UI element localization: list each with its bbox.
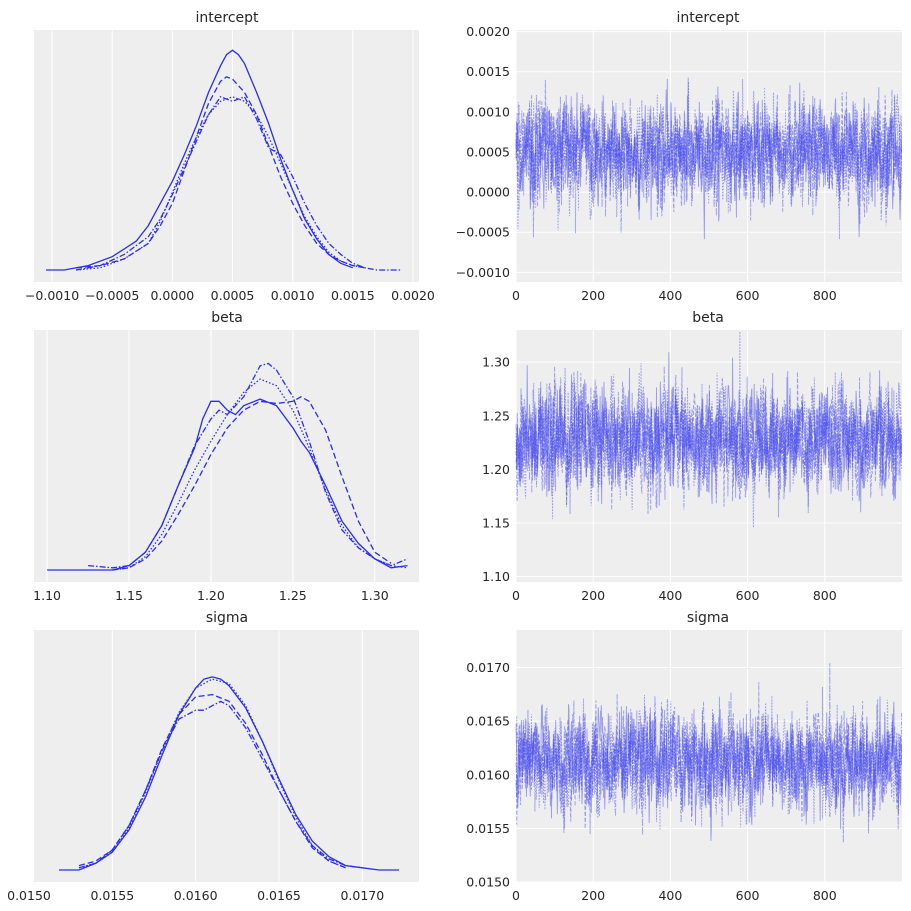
intercept-kde-plot-area	[34, 30, 419, 282]
beta-trace-x-tick-label: 400	[658, 588, 682, 603]
beta-trace-x-tick-label: 600	[736, 588, 760, 603]
sigma-kde-title: sigma	[206, 610, 248, 626]
sigma-trace-chain-3-trace	[515, 663, 903, 843]
beta-trace-y-tick-label: 1.15	[482, 516, 510, 531]
intercept-trace-y-tick-label: 0.0000	[466, 185, 510, 200]
beta-trace-y-tick-label: 1.10	[482, 569, 510, 584]
sigma-trace-x-tick-label: 0	[512, 888, 520, 903]
sigma-kde-chain-3-line	[78, 700, 363, 869]
sigma-kde-x-tick-label: 0.0160	[174, 888, 218, 903]
beta-trace-x-tick-label: 200	[581, 588, 605, 603]
sigma-trace-x-tick-label: 400	[658, 888, 682, 903]
intercept-trace-y-tick-label: 0.0005	[466, 144, 510, 159]
beta-kde-chain-1-line	[112, 396, 392, 571]
sigma-kde-x-tick-label: 0.0155	[90, 888, 134, 903]
beta-trace-y-tick-label: 1.20	[482, 462, 510, 477]
intercept-kde-x-tick-label: 0.0010	[271, 288, 315, 303]
intercept-kde-x-tick-label: 0.0020	[391, 288, 435, 303]
beta-trace-panel: beta 0 200 400 600 800 1.10 1.15 1.20 1.25 1.30	[482, 310, 903, 603]
intercept-trace-y-tick-label: 0.0015	[466, 64, 510, 79]
sigma-trace-x-tick-label: 600	[736, 888, 760, 903]
intercept-kde-x-tick-label: 0.0015	[331, 288, 375, 303]
beta-kde-chain-2-line	[112, 378, 408, 571]
beta-trace-x-tick-label: 0	[512, 588, 520, 603]
intercept-kde-x-tick-label: −0.0010	[25, 288, 79, 303]
beta-kde-x-tick-label: 1.10	[33, 588, 61, 603]
beta-trace-x-tick-label: 800	[813, 588, 837, 603]
intercept-kde-panel: intercept −0.0010 −0.0005 0.0000 0.0005 0.00…	[25, 10, 435, 303]
sigma-kde-chain-0-line	[59, 676, 399, 871]
sigma-trace-x-tick-label: 200	[581, 888, 605, 903]
intercept-trace-x-tick-label: 600	[736, 288, 760, 303]
beta-kde-x-tick-label: 1.25	[279, 588, 307, 603]
beta-kde-x-tick-label: 1.20	[197, 588, 225, 603]
intercept-trace-title: intercept	[677, 10, 741, 26]
sigma-kde-panel: sigma 0.0150 0.0155 0.0160 0.0165 0.0170	[7, 610, 419, 903]
intercept-kde-x-tick-label: 0.0000	[150, 288, 194, 303]
beta-kde-title: beta	[211, 310, 243, 326]
intercept-trace-y-tick-label: 0.0020	[466, 24, 510, 39]
beta-kde-x-tick-label: 1.30	[361, 588, 389, 603]
intercept-trace-y-tick-label: −0.0005	[456, 225, 510, 240]
intercept-trace-x-tick-label: 0	[512, 288, 520, 303]
beta-kde-panel: beta 1.10 1.15 1.20 1.25 1.30	[33, 310, 419, 603]
sigma-kde-plot-area	[34, 630, 419, 882]
sigma-trace-y-tick-label: 0.0150	[466, 875, 510, 890]
intercept-trace-x-tick-label: 200	[581, 288, 605, 303]
intercept-trace-y-tick-label: −0.0010	[456, 265, 510, 280]
sigma-trace-panel: sigma 0 200 400 600 800 0.0150 0.0155 0.0160 0.0…	[466, 610, 903, 903]
intercept-trace-chain-3-trace	[515, 85, 903, 233]
intercept-kde-chain-1-line	[76, 76, 366, 269]
intercept-trace-x-tick-label: 800	[813, 288, 837, 303]
beta-kde-plot-area	[34, 330, 419, 582]
intercept-kde-x-tick-label: 0.0005	[211, 288, 255, 303]
sigma-trace-y-tick-label: 0.0165	[466, 714, 510, 729]
intercept-trace-chain-0-trace	[515, 77, 903, 240]
sigma-trace-title: sigma	[687, 610, 729, 626]
beta-trace-y-tick-label: 1.30	[482, 355, 510, 370]
sigma-trace-y-tick-label: 0.0155	[466, 821, 510, 836]
beta-kde-chain-3-line	[88, 362, 408, 569]
intercept-trace-x-tick-label: 400	[658, 288, 682, 303]
intercept-kde-chain-3-line	[75, 95, 401, 271]
intercept-kde-chain-0-line	[46, 49, 354, 271]
sigma-kde-x-tick-label: 0.0170	[340, 888, 384, 903]
sigma-trace-x-tick-label: 800	[813, 888, 837, 903]
intercept-trace-panel: intercept 0 200 400 600 800 −0.0010 −0.0005 0.0…	[456, 10, 903, 303]
sigma-kde-x-tick-label: 0.0165	[257, 888, 301, 903]
sigma-kde-x-tick-label: 0.0150	[7, 888, 51, 903]
beta-kde-x-tick-label: 1.15	[115, 588, 143, 603]
sigma-kde-chain-2-line	[78, 678, 346, 869]
intercept-kde-x-tick-label: −0.0005	[85, 288, 139, 303]
sigma-trace-y-tick-label: 0.0170	[466, 660, 510, 675]
intercept-trace-y-tick-label: 0.0010	[466, 104, 510, 119]
intercept-kde-title: intercept	[196, 10, 260, 26]
beta-trace-y-tick-label: 1.25	[482, 408, 510, 423]
beta-trace-title: beta	[692, 310, 724, 326]
sigma-trace-y-tick-label: 0.0160	[466, 767, 510, 782]
intercept-kde-chain-2-line	[76, 96, 366, 271]
beta-trace-chain-3-trace	[515, 366, 903, 514]
